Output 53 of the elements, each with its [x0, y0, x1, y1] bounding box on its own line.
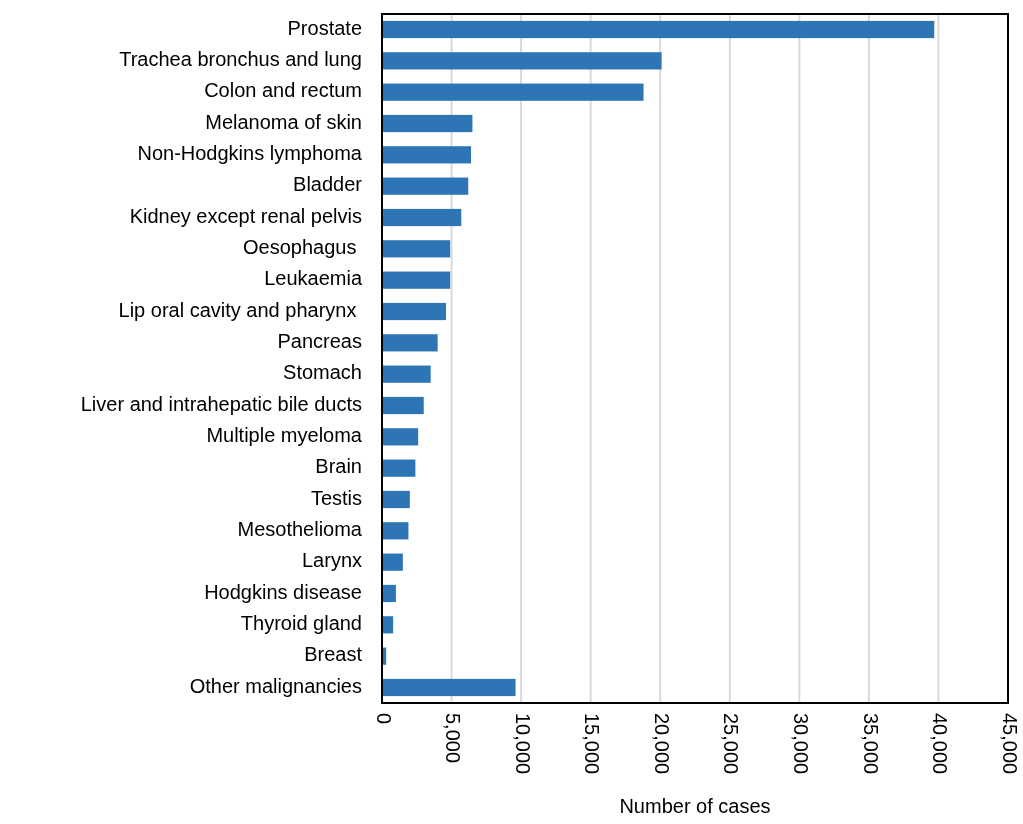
x-tick-label: 5,000	[442, 713, 465, 764]
y-tick-label: Multiple myeloma	[206, 424, 363, 447]
y-tick-label: Stomach	[283, 361, 362, 384]
y-tick-label: Pancreas	[277, 330, 362, 353]
bar	[382, 490, 410, 509]
bar	[382, 334, 438, 352]
y-tick-label: Non-Hodgkins lymphoma	[137, 142, 363, 165]
x-axis-title: Number of cases	[619, 795, 771, 817]
bar	[382, 114, 473, 133]
bar	[382, 83, 644, 101]
y-tick-label: Colon and rectum	[204, 79, 362, 102]
y-tick-label: Leukaemia	[264, 267, 363, 290]
y-tick-label: Other malignancies	[189, 674, 362, 697]
bar	[382, 365, 431, 383]
y-tick-label: Testis	[310, 486, 362, 509]
y-tick-label: Trachea bronchus and lung	[119, 48, 362, 71]
y-tick-label: Thyroid gland	[240, 612, 362, 635]
x-tick-label: 35,000	[859, 713, 882, 775]
x-tick-label: 30,000	[790, 713, 813, 775]
y-tick-label: Larynx	[301, 549, 362, 572]
x-tick-label: 40,000	[929, 713, 952, 775]
x-tick-label: 25,000	[720, 713, 743, 775]
y-tick-label: Kidney except renal pelvis	[129, 204, 362, 227]
y-tick-label: Breast	[304, 643, 363, 666]
x-tick-label: 20,000	[650, 713, 673, 775]
x-tick-label: 10,000	[511, 713, 534, 775]
bar	[382, 208, 462, 227]
bar	[382, 240, 451, 258]
bar	[382, 553, 403, 571]
bar	[382, 459, 416, 477]
y-tick-label: Hodgkins disease	[204, 580, 362, 603]
y-tick-label: Oesophagus	[243, 236, 362, 259]
bar	[382, 177, 469, 195]
bar	[382, 584, 396, 603]
bar	[382, 522, 409, 540]
y-tick-label: Lip oral cavity and pharynx	[118, 298, 362, 321]
x-tick-label: 0	[372, 713, 395, 725]
bar	[382, 20, 935, 39]
bar	[382, 52, 662, 70]
x-tick-label: 45,000	[998, 713, 1021, 775]
y-tick-label: Prostate	[287, 16, 362, 39]
bar	[382, 396, 424, 415]
y-tick-label: Liver and intrahepatic bile ducts	[80, 392, 362, 415]
bar	[382, 146, 472, 164]
x-tick-label: 15,000	[581, 713, 604, 775]
y-tick-label: Mesothelioma	[237, 518, 363, 541]
y-tick-label: Bladder	[293, 173, 363, 196]
bar	[382, 428, 419, 446]
bar	[382, 302, 446, 321]
y-tick-label: Melanoma of skin	[205, 110, 362, 133]
bar	[382, 271, 451, 289]
y-tick-label: Brain	[315, 455, 362, 478]
bar	[382, 678, 516, 697]
